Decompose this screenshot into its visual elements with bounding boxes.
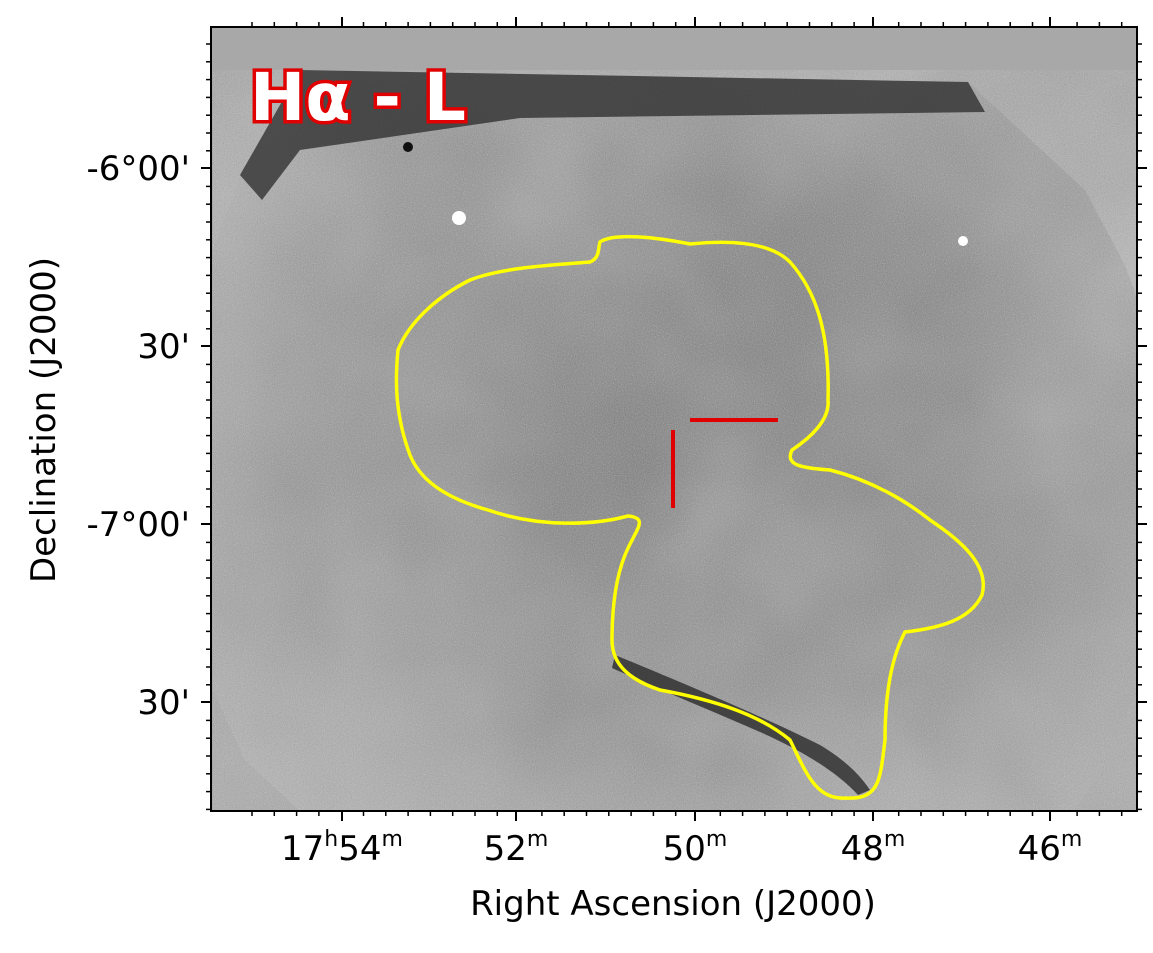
noisy-edge-top — [240, 70, 985, 200]
y-tick-label: 30' — [137, 327, 190, 367]
dark-filament — [612, 655, 870, 795]
image-area — [213, 70, 1137, 811]
nebula-contour — [394, 234, 986, 800]
x-tick-label: 50m — [663, 827, 728, 869]
axis-ticks — [201, 17, 1147, 821]
y-tick-label: -6°00' — [86, 149, 190, 189]
x-tick-label: 46m — [1018, 827, 1083, 869]
y-axis-label: Declination (J2000) — [24, 257, 64, 583]
plot-frame — [210, 26, 1138, 812]
panel-label: Hα - L — [250, 59, 466, 136]
y-tick-label: -7°00' — [86, 505, 190, 545]
bright-star — [452, 211, 466, 225]
x-tick-label: 48m — [841, 827, 906, 869]
image-noise — [213, 70, 1137, 811]
y-tick-label: 30' — [137, 683, 190, 723]
bright-star — [403, 142, 413, 152]
x-tick-label: 52m — [484, 827, 549, 869]
x-tick-labels: 17h54m 52m 50m 48m 46m — [281, 827, 1082, 869]
x-axis-label: Right Ascension (J2000) — [470, 884, 876, 924]
y-tick-labels: -6°00' 30' -7°00' 30' — [86, 149, 190, 723]
bright-star — [958, 236, 968, 246]
x-tick-label: 17h54m — [281, 827, 403, 869]
